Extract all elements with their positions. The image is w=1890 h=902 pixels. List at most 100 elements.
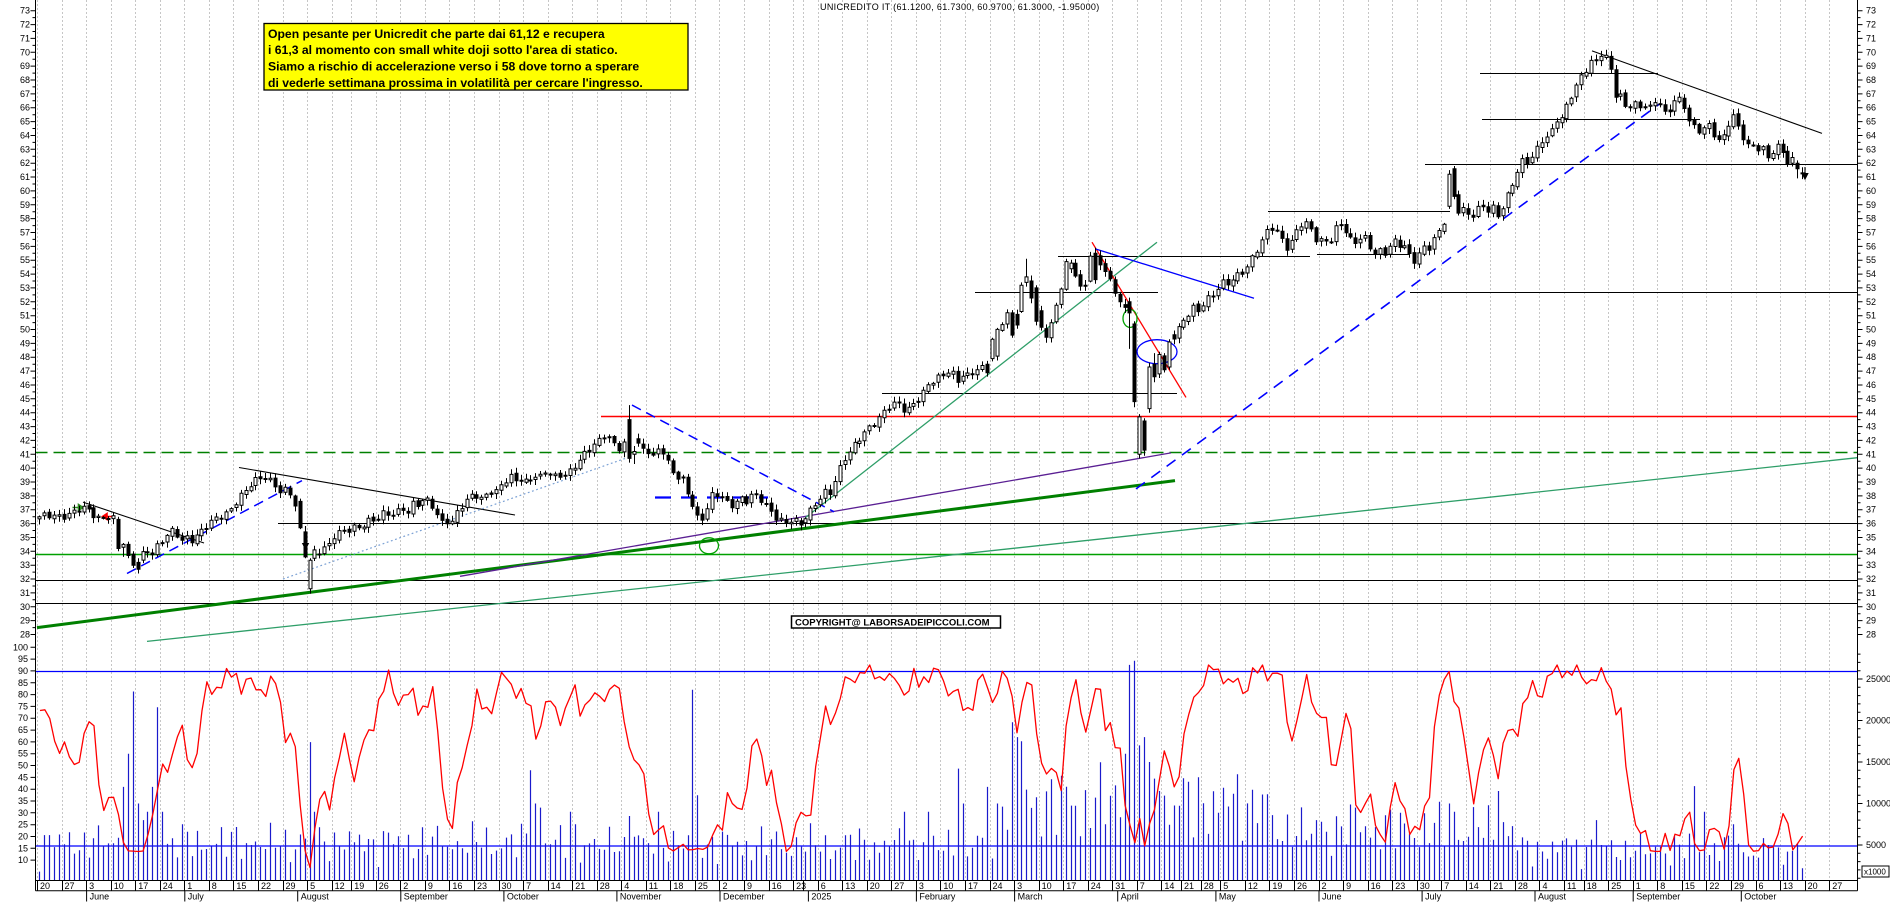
svg-text:32: 32: [1866, 574, 1876, 584]
svg-text:24: 24: [163, 881, 173, 891]
svg-text:95: 95: [18, 654, 28, 664]
svg-text:30: 30: [502, 881, 512, 891]
svg-text:62: 62: [20, 158, 30, 168]
svg-text:71: 71: [20, 33, 30, 43]
svg-text:October: October: [507, 891, 539, 901]
svg-text:22: 22: [1709, 881, 1719, 891]
svg-text:66: 66: [20, 103, 30, 113]
svg-text:28: 28: [600, 881, 610, 891]
svg-text:11: 11: [1567, 881, 1576, 891]
svg-text:44: 44: [20, 408, 30, 418]
svg-text:2: 2: [723, 881, 728, 891]
svg-text:69: 69: [20, 61, 30, 71]
svg-text:70: 70: [1866, 47, 1876, 57]
svg-text:6: 6: [1759, 881, 1764, 891]
svg-text:19: 19: [354, 881, 364, 891]
svg-text:25000: 25000: [1866, 674, 1890, 684]
svg-text:25: 25: [1611, 881, 1621, 891]
svg-text:67: 67: [1866, 89, 1876, 99]
svg-text:May: May: [1219, 891, 1237, 901]
svg-text:14: 14: [1164, 881, 1174, 891]
svg-text:72: 72: [1866, 20, 1876, 30]
svg-text:57: 57: [20, 228, 30, 238]
svg-text:17: 17: [138, 881, 148, 891]
svg-text:31: 31: [20, 588, 30, 598]
svg-text:56: 56: [20, 241, 30, 251]
svg-text:52: 52: [20, 297, 30, 307]
svg-text:41: 41: [20, 449, 30, 459]
svg-text:70: 70: [20, 47, 30, 57]
svg-text:40: 40: [1866, 463, 1876, 473]
svg-text:2: 2: [1322, 881, 1327, 891]
svg-text:73: 73: [1866, 6, 1876, 16]
svg-text:70: 70: [18, 713, 28, 723]
svg-text:20000: 20000: [1866, 716, 1890, 726]
svg-text:x1000: x1000: [1864, 868, 1886, 877]
svg-text:35: 35: [20, 533, 30, 543]
svg-text:24: 24: [993, 881, 1003, 891]
svg-text:40: 40: [20, 463, 30, 473]
svg-text:34: 34: [1866, 546, 1876, 556]
svg-text:51: 51: [1866, 311, 1876, 321]
svg-text:42: 42: [1866, 435, 1876, 445]
svg-text:47: 47: [1866, 366, 1876, 376]
svg-text:20: 20: [18, 832, 28, 842]
svg-text:46: 46: [1866, 380, 1876, 390]
svg-text:5: 5: [1223, 881, 1228, 891]
svg-text:i 61,3 al momento con small wh: i 61,3 al momento con small white doji s…: [268, 43, 618, 57]
svg-text:30: 30: [18, 808, 28, 818]
svg-text:45: 45: [20, 394, 30, 404]
svg-text:36: 36: [1866, 519, 1876, 529]
svg-text:37: 37: [20, 505, 30, 515]
svg-text:10: 10: [943, 881, 953, 891]
svg-text:62: 62: [1866, 158, 1876, 168]
svg-text:49: 49: [1866, 338, 1876, 348]
svg-text:3: 3: [919, 881, 924, 891]
svg-text:35: 35: [18, 796, 28, 806]
svg-text:23: 23: [1395, 881, 1405, 891]
svg-text:4: 4: [1543, 881, 1548, 891]
svg-text:39: 39: [20, 477, 30, 487]
svg-text:38: 38: [20, 491, 30, 501]
svg-text:39: 39: [1866, 477, 1876, 487]
svg-text:26: 26: [379, 881, 389, 891]
svg-text:12: 12: [1248, 881, 1258, 891]
svg-text:August: August: [1538, 891, 1567, 901]
svg-text:5: 5: [310, 881, 315, 891]
svg-text:14: 14: [551, 881, 561, 891]
svg-text:February: February: [919, 891, 956, 901]
svg-text:March: March: [1018, 891, 1043, 901]
svg-text:29: 29: [20, 616, 30, 626]
svg-text:63: 63: [20, 144, 30, 154]
svg-text:56: 56: [1866, 241, 1876, 251]
svg-text:October: October: [1744, 891, 1776, 901]
svg-text:3: 3: [1017, 881, 1022, 891]
svg-text:38: 38: [1866, 491, 1876, 501]
svg-text:10000: 10000: [1866, 799, 1890, 809]
svg-text:67: 67: [20, 89, 30, 99]
svg-text:June: June: [90, 891, 110, 901]
svg-text:36: 36: [20, 519, 30, 529]
svg-text:24: 24: [1091, 881, 1101, 891]
svg-text:9: 9: [747, 881, 752, 891]
svg-text:2: 2: [403, 881, 408, 891]
svg-text:31: 31: [1866, 588, 1876, 598]
svg-text:28: 28: [20, 630, 30, 640]
svg-text:16: 16: [452, 881, 462, 891]
svg-text:31: 31: [1115, 881, 1125, 891]
svg-text:30: 30: [1866, 602, 1876, 612]
svg-text:33: 33: [1866, 560, 1876, 570]
svg-text:58: 58: [1866, 214, 1876, 224]
svg-text:65: 65: [20, 117, 30, 127]
svg-text:65: 65: [1866, 117, 1876, 127]
svg-text:20: 20: [40, 881, 50, 891]
svg-text:2025: 2025: [811, 891, 831, 901]
svg-text:55: 55: [1866, 255, 1876, 265]
svg-text:29: 29: [1734, 881, 1744, 891]
svg-text:18: 18: [673, 881, 683, 891]
svg-text:28: 28: [1866, 630, 1876, 640]
svg-text:Open pesante per Unicredit che: Open pesante per Unicredit che parte dai…: [268, 27, 605, 41]
svg-text:59: 59: [1866, 200, 1876, 210]
svg-text:5000: 5000: [1866, 840, 1886, 850]
svg-text:48: 48: [1866, 352, 1876, 362]
